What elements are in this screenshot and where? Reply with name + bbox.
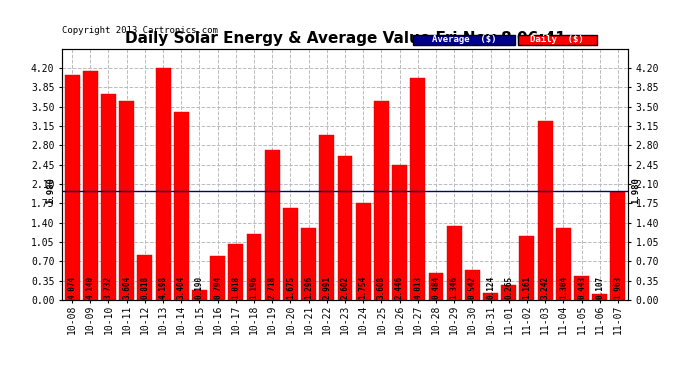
Text: 3.242: 3.242: [541, 276, 550, 300]
Text: 2.718: 2.718: [268, 276, 277, 300]
Text: 1.018: 1.018: [231, 276, 240, 300]
Bar: [228, 244, 244, 300]
Text: 1.675: 1.675: [286, 276, 295, 300]
Text: 0.107: 0.107: [595, 276, 604, 300]
Bar: [538, 121, 553, 300]
Bar: [465, 270, 480, 300]
Text: 2.446: 2.446: [395, 276, 404, 300]
Bar: [411, 78, 425, 300]
Bar: [301, 228, 316, 300]
Text: 1.296: 1.296: [304, 276, 313, 300]
FancyBboxPatch shape: [518, 35, 597, 45]
Text: 0.818: 0.818: [140, 276, 149, 300]
Text: 1.963: 1.963: [613, 276, 622, 300]
Bar: [392, 165, 407, 300]
Bar: [65, 75, 79, 300]
Bar: [119, 101, 134, 300]
Text: 0.542: 0.542: [468, 276, 477, 300]
Bar: [137, 255, 152, 300]
Text: 0.265: 0.265: [504, 276, 513, 300]
Text: 0.190: 0.190: [195, 276, 204, 300]
Text: 1.346: 1.346: [450, 276, 459, 300]
Bar: [611, 192, 625, 300]
Text: 1.304: 1.304: [559, 276, 568, 300]
Bar: [337, 156, 353, 300]
Bar: [156, 68, 170, 300]
FancyBboxPatch shape: [413, 35, 515, 45]
Text: 3.608: 3.608: [377, 276, 386, 300]
Text: 4.074: 4.074: [68, 276, 77, 300]
Title: Daily Solar Energy & Average Value Fri Nov 8 06:41: Daily Solar Energy & Average Value Fri N…: [125, 31, 565, 46]
Bar: [192, 290, 207, 300]
Text: 1.980: 1.980: [631, 177, 640, 204]
Bar: [428, 273, 444, 300]
Text: 3.604: 3.604: [122, 276, 131, 300]
Text: Daily  ($): Daily ($): [531, 36, 584, 45]
Text: 2.602: 2.602: [340, 276, 350, 300]
Text: 0.124: 0.124: [486, 276, 495, 300]
Text: 1.754: 1.754: [359, 276, 368, 300]
Text: 0.443: 0.443: [577, 276, 586, 300]
Bar: [174, 112, 189, 300]
Bar: [501, 285, 516, 300]
Text: Copyright 2013 Cartronics.com: Copyright 2013 Cartronics.com: [62, 26, 218, 35]
Bar: [265, 150, 279, 300]
Bar: [283, 207, 298, 300]
Bar: [356, 203, 371, 300]
Bar: [574, 276, 589, 300]
Bar: [101, 94, 116, 300]
Text: 4.140: 4.140: [86, 276, 95, 300]
Text: 1.196: 1.196: [250, 276, 259, 300]
Text: 0.794: 0.794: [213, 276, 222, 300]
Bar: [592, 294, 607, 300]
Text: 1.161: 1.161: [522, 276, 531, 300]
Bar: [556, 228, 571, 300]
Text: 1.980: 1.980: [46, 177, 55, 204]
Text: 0.484: 0.484: [431, 276, 440, 300]
Text: 3.404: 3.404: [177, 276, 186, 300]
Text: 3.732: 3.732: [104, 276, 113, 300]
Bar: [246, 234, 262, 300]
Bar: [210, 256, 225, 300]
Bar: [483, 293, 498, 300]
Text: Average  ($): Average ($): [431, 36, 496, 45]
Bar: [520, 236, 534, 300]
Text: 2.991: 2.991: [322, 276, 331, 300]
Bar: [374, 101, 389, 300]
Bar: [83, 71, 98, 300]
Bar: [446, 226, 462, 300]
Text: 4.013: 4.013: [413, 276, 422, 300]
Bar: [319, 135, 334, 300]
Text: 4.198: 4.198: [159, 276, 168, 300]
